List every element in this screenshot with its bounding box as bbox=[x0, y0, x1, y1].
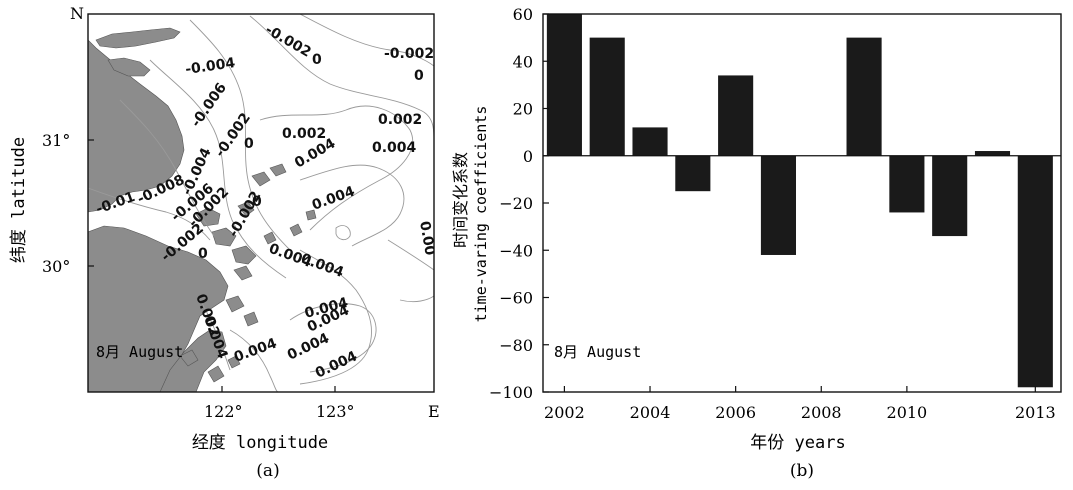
bar-2004 bbox=[632, 127, 668, 156]
contour-label: -0.004 bbox=[184, 55, 236, 78]
contour-label: 0.004 bbox=[299, 251, 346, 281]
x-tick-label: 2013 bbox=[1015, 403, 1056, 422]
contour-label: 0 bbox=[252, 194, 262, 210]
x-axis-title: 经度 longitude bbox=[192, 433, 328, 453]
y-tick-label: −80 bbox=[499, 336, 533, 355]
x-tick-label: 122° bbox=[204, 402, 243, 421]
y-tick-label: 31° bbox=[42, 131, 70, 150]
x-tick-label: 123° bbox=[316, 402, 355, 421]
bar-2005 bbox=[675, 155, 711, 192]
land-island bbox=[225, 295, 245, 313]
annotation-month: 8月 August bbox=[554, 343, 641, 361]
land-chongming bbox=[95, 27, 181, 49]
y-tick-label: −20 bbox=[499, 194, 533, 213]
land-island bbox=[233, 265, 253, 281]
y-tick-label: 60 bbox=[513, 5, 533, 24]
annotation-month: 8月 August bbox=[96, 343, 183, 361]
x-tick-label: 2002 bbox=[544, 403, 585, 422]
land-island bbox=[289, 223, 303, 237]
x-axis-ticks: 2002 2004 2006 2008 2010 2013 bbox=[544, 386, 1056, 422]
y-tick-label: 40 bbox=[513, 52, 533, 71]
map-ticks bbox=[88, 139, 336, 392]
land-island bbox=[243, 311, 259, 327]
land-island bbox=[227, 355, 241, 369]
panel-a-map: -0.002 0 -0.002 0 -0.004 -0.006 -0.002 0… bbox=[9, 4, 440, 481]
contour-label: -0.002 bbox=[262, 22, 313, 61]
y-axis-ticks: 60 40 20 0 −20 −40 −60 −80 −100 bbox=[489, 5, 549, 402]
caption-a: (a) bbox=[256, 461, 279, 481]
land-island bbox=[107, 57, 151, 77]
contour-label: 0.004 bbox=[313, 348, 360, 381]
y-tick-label: 20 bbox=[513, 100, 533, 119]
land-island bbox=[305, 209, 317, 221]
bar-2010 bbox=[889, 155, 925, 213]
y-tick-label: −60 bbox=[499, 289, 533, 308]
contour-label: -0.006 bbox=[188, 80, 230, 130]
contour-label: 0.004 bbox=[285, 330, 332, 363]
x-axis-title: 年份 years bbox=[750, 433, 845, 453]
y-tick-label: 0 bbox=[523, 147, 533, 166]
contour-label: 0.004 bbox=[232, 335, 279, 365]
contour-label: 0 bbox=[198, 246, 208, 262]
y-axis-title: 时间变化系数 bbox=[451, 152, 470, 248]
bar-2009 bbox=[846, 37, 882, 156]
x-tick-label: 2004 bbox=[630, 403, 671, 422]
land-island bbox=[179, 349, 199, 367]
y-axis-title: 纬度 latitude bbox=[9, 137, 29, 263]
contour-label: 0 bbox=[244, 136, 254, 152]
land-island bbox=[263, 231, 277, 245]
y-tick-label: 30° bbox=[42, 257, 70, 276]
bar-2007 bbox=[760, 155, 797, 255]
bar-2002 bbox=[546, 14, 582, 156]
bar-2011 bbox=[932, 155, 968, 237]
corner-label-e: E bbox=[428, 402, 440, 421]
contour-label: 0.004 bbox=[372, 140, 417, 156]
land-island bbox=[207, 365, 225, 383]
contour-label: 0.002 bbox=[378, 112, 422, 128]
contour-label: 0.00 bbox=[416, 220, 438, 257]
panel-b-chart: 60 40 20 0 −20 −40 −60 −80 −100 2002 2004 2006 2008… bbox=[451, 5, 1062, 481]
bar-2006 bbox=[718, 75, 754, 156]
corner-label-n: N bbox=[70, 4, 84, 23]
land-island bbox=[237, 201, 255, 217]
x-tick-label: 2006 bbox=[715, 403, 756, 422]
map-frame bbox=[87, 13, 435, 393]
land-island bbox=[251, 171, 271, 187]
y-tick-label: −100 bbox=[489, 383, 533, 402]
land-island bbox=[231, 245, 257, 265]
contour-label: 0 bbox=[312, 52, 322, 68]
land-island bbox=[211, 227, 237, 247]
x-tick-label: 2008 bbox=[801, 403, 842, 422]
contour-label: 0 bbox=[414, 68, 424, 84]
land-island bbox=[195, 207, 221, 227]
y-tick-label: −40 bbox=[499, 241, 533, 260]
caption-b: (b) bbox=[790, 461, 814, 481]
land-island bbox=[269, 163, 287, 177]
contour-lines bbox=[88, 14, 434, 392]
contour-label: -0.002 bbox=[384, 46, 434, 62]
bar-series bbox=[546, 14, 1053, 388]
bar-2012 bbox=[974, 151, 1011, 156]
bar-2013 bbox=[1017, 155, 1053, 388]
x-tick-label: 2010 bbox=[887, 403, 928, 422]
bar-2003 bbox=[589, 37, 625, 156]
y-axis-title-en: time-varing coefficients bbox=[472, 106, 490, 323]
contour-label: 0.002 bbox=[282, 126, 326, 142]
